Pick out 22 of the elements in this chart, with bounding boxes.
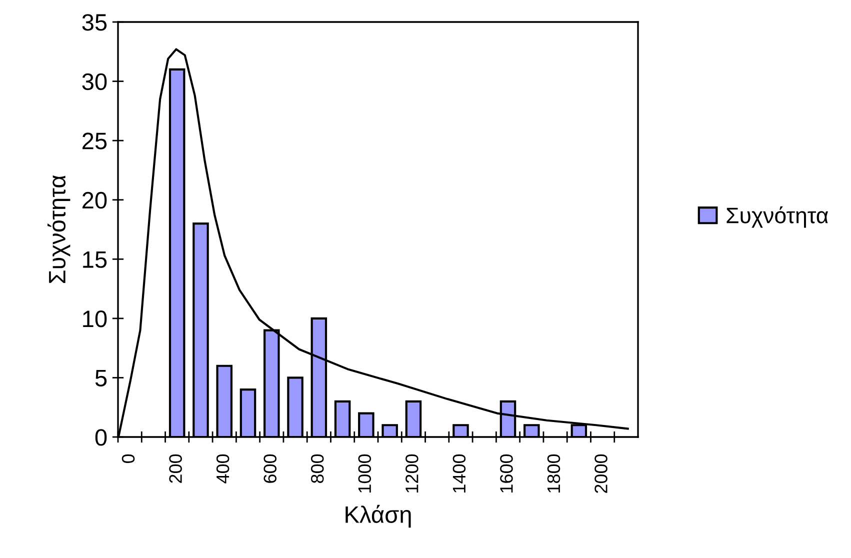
y-tick-label: 5 [95,370,107,386]
x-tick-label: 1400 [452,454,466,492]
y-tick-label: 35 [82,14,107,31]
y-tick-label: 25 [82,132,107,150]
y-tick-label: 15 [83,251,107,268]
x-tick-label: 400 [216,454,230,484]
x-tick-label: 1600 [500,454,513,492]
y-tick-label: 20 [82,192,107,209]
x-axis-title: Κλάση [346,504,411,528]
x-tick-label: 1000 [358,454,372,492]
y-axis-title: Συχνότητα [48,175,70,284]
x-tick-label: 1800 [547,454,560,492]
x-tick-label: 200 [169,454,182,483]
y-tick-label: 30 [82,73,107,90]
x-tick-label: 800 [310,454,324,484]
legend-label: Συχνότητα [726,206,828,228]
y-tick-label: 0 [95,429,107,446]
x-tick-label: 600 [264,454,276,483]
x-tick-label: 0 [122,454,135,463]
x-tick-label: 1200 [406,454,418,492]
y-tick-label: 10 [83,310,107,328]
x-tick-label: 2000 [594,454,608,493]
